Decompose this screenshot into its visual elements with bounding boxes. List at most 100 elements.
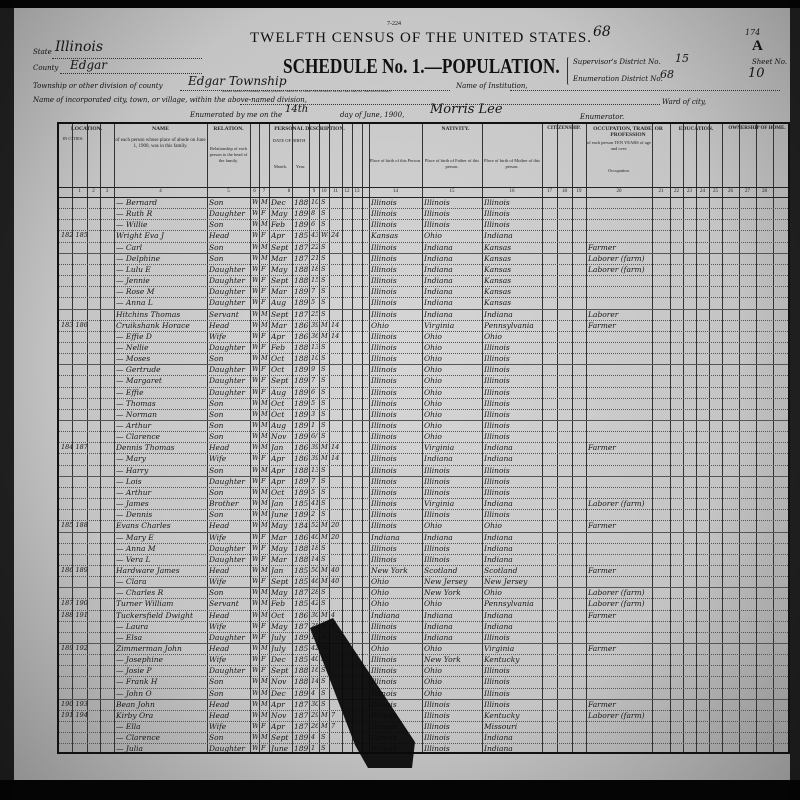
age: 8 — [311, 209, 316, 218]
column-rule — [207, 124, 208, 752]
relation: Son — [209, 198, 224, 207]
marital-status: M — [321, 710, 328, 719]
sex: M — [261, 599, 268, 608]
marital-status: M — [321, 521, 328, 530]
marital-status: S — [321, 476, 326, 485]
column-number: 22 — [674, 189, 679, 194]
row-rule — [59, 564, 788, 566]
census-title: TWELFTH CENSUS OF THE UNITED STATES. — [250, 30, 593, 46]
race: W — [252, 487, 258, 498]
birthplace: Illinois — [371, 554, 397, 564]
person-name: — Ella — [116, 722, 141, 732]
years-married: 14 — [331, 454, 340, 463]
age: 14 — [311, 554, 318, 563]
birthplace: Ohio — [371, 644, 389, 653]
marital-status: S — [321, 688, 326, 697]
mother-birthplace: Kentucky — [484, 655, 520, 665]
birth-year: 1869 — [294, 610, 308, 620]
relation: Daughter — [209, 264, 245, 274]
birth-year: 1890 — [294, 365, 308, 375]
birth-month: Oct — [271, 398, 285, 408]
mother-birthplace: Illinois — [484, 476, 510, 486]
age: 18 — [311, 264, 318, 273]
sex: M — [261, 409, 268, 418]
dwelling-number: 187 190 — [61, 599, 88, 608]
race: W — [252, 610, 258, 621]
age: 28 — [311, 588, 318, 597]
row-rule — [59, 353, 788, 355]
race: W — [252, 476, 258, 487]
mother-birthplace: Illinois — [484, 409, 510, 419]
relation: Wife — [209, 655, 227, 665]
column-rule — [652, 124, 653, 752]
relation: Brother — [209, 499, 239, 509]
column-number: 28 — [762, 189, 767, 194]
birth-month: Apr — [271, 465, 285, 475]
mother-birthplace: Illinois — [484, 209, 510, 219]
relation: Son — [209, 677, 224, 687]
father-birthplace: Indiana — [424, 242, 453, 252]
occupation: Farmer — [588, 610, 616, 620]
race: W — [252, 364, 258, 375]
race: W — [252, 387, 258, 398]
header-education: EDUCATION. — [678, 126, 714, 132]
sex: M — [261, 443, 268, 452]
occupation: Farmer — [588, 565, 616, 575]
birth-month: Sept — [271, 577, 289, 587]
mother-birthplace: Indiana — [484, 309, 513, 319]
column-rule — [422, 124, 423, 752]
row-rule — [59, 620, 788, 622]
person-name: — Jennie — [116, 276, 150, 286]
birth-month: Apr — [271, 476, 285, 486]
relation: Daughter — [209, 744, 245, 754]
race: W — [252, 309, 258, 320]
father-birthplace: Ohio — [424, 231, 442, 241]
relation: Servant — [209, 309, 239, 319]
row-rule — [59, 721, 788, 723]
row-rule — [59, 609, 788, 611]
father-birthplace: Ohio — [424, 387, 442, 397]
age: 40 — [311, 655, 318, 664]
birth-month: Dec — [271, 655, 286, 665]
sex: F — [261, 231, 266, 240]
person-name: — Margaret — [116, 376, 162, 386]
father-birthplace: Illinois — [424, 554, 450, 564]
incorporated-line — [240, 104, 660, 105]
header-in-cities: IN CITIES. — [62, 136, 84, 141]
father-birthplace: Illinois — [424, 710, 450, 720]
table-row: — Dennis Son WMJune 18982S Illinois Illinois I… — [59, 509, 788, 520]
birth-year: 1848 — [294, 521, 308, 531]
marital-status: S — [321, 543, 326, 552]
age: 5 — [311, 398, 316, 407]
header-birth-person: Place of birth of this Person. — [369, 158, 422, 163]
age: 5 — [311, 298, 316, 307]
age: 30 — [311, 699, 318, 708]
mother-birthplace: Illinois — [484, 666, 510, 676]
row-rule — [59, 263, 788, 265]
person-name: — Lulu E — [116, 264, 151, 274]
race: W — [252, 676, 258, 687]
row-rule — [59, 631, 788, 633]
mother-birthplace: Illinois — [484, 432, 510, 442]
father-birthplace: Ohio — [424, 421, 442, 430]
father-birthplace: Illinois — [424, 744, 450, 754]
age: 15 — [311, 276, 318, 285]
person-name: — Willie — [116, 220, 148, 230]
person-name: — Charles R — [116, 588, 164, 598]
row-rule — [59, 319, 788, 321]
column-number: 18 — [562, 189, 567, 194]
county-line — [60, 73, 202, 74]
birth-month: Sept — [271, 309, 289, 319]
scan-edge-bottom — [0, 780, 800, 800]
mother-birthplace: Indiana — [484, 733, 513, 743]
township-value: Edgar Township — [188, 74, 287, 88]
birthplace: Illinois — [371, 387, 397, 397]
birth-year: 1858 — [294, 499, 308, 509]
birth-month: Mar — [271, 253, 287, 263]
table-row: — Margaret Daughter WF Sept 18927S Illinois Oh… — [59, 375, 788, 386]
enumeration-district: 68 — [660, 68, 674, 81]
